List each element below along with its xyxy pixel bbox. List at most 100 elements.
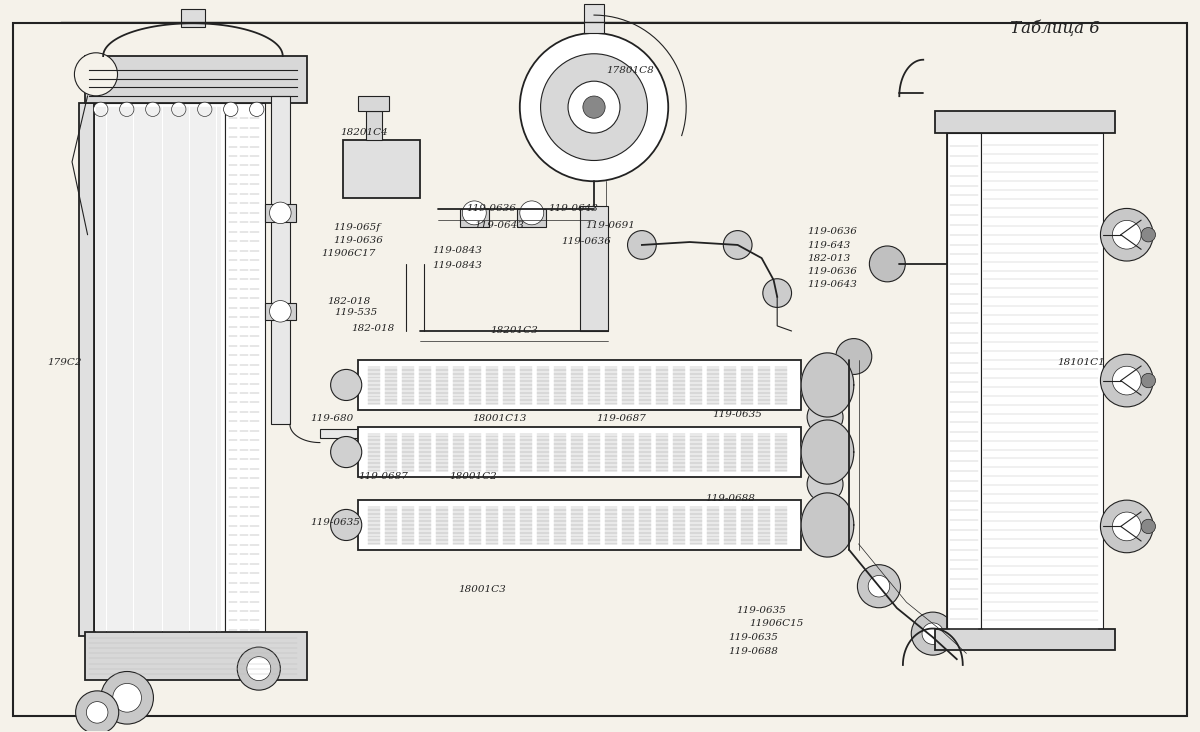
Circle shape <box>113 684 142 712</box>
Bar <box>94 103 226 636</box>
Bar <box>580 206 608 331</box>
Circle shape <box>247 657 271 681</box>
Text: 18001С2: 18001С2 <box>449 472 497 482</box>
Text: 119-680: 119-680 <box>311 414 354 423</box>
Text: 119-0636: 119-0636 <box>334 236 383 245</box>
Bar <box>947 132 1103 632</box>
Text: 179С2: 179С2 <box>47 358 82 367</box>
Circle shape <box>763 279 792 307</box>
Circle shape <box>331 509 361 540</box>
Bar <box>85 56 307 103</box>
Circle shape <box>922 623 943 644</box>
Text: 119-535: 119-535 <box>335 308 378 317</box>
Circle shape <box>568 81 620 133</box>
Bar <box>935 629 1115 651</box>
Text: 119-0643: 119-0643 <box>548 204 599 213</box>
Circle shape <box>331 370 361 400</box>
Circle shape <box>1141 519 1156 534</box>
Text: 18001С3: 18001С3 <box>458 586 506 594</box>
Circle shape <box>101 671 154 724</box>
Bar <box>947 132 980 632</box>
Circle shape <box>1141 228 1156 242</box>
Bar <box>265 204 296 222</box>
Text: 119-0636: 119-0636 <box>808 266 857 276</box>
Polygon shape <box>802 353 854 417</box>
Circle shape <box>76 691 119 732</box>
Text: 119-0687: 119-0687 <box>596 414 647 423</box>
Bar <box>226 103 265 636</box>
Circle shape <box>94 102 108 116</box>
Circle shape <box>808 466 844 502</box>
Text: 18201С3: 18201С3 <box>490 326 538 335</box>
Text: 119-0643: 119-0643 <box>474 221 524 230</box>
Text: 119-0687: 119-0687 <box>358 472 408 482</box>
Circle shape <box>869 246 905 282</box>
Bar <box>366 111 382 140</box>
Text: 18101С1: 18101С1 <box>1057 358 1105 367</box>
Circle shape <box>628 231 656 259</box>
Circle shape <box>911 612 954 655</box>
Bar <box>265 302 296 320</box>
Text: 11906С17: 11906С17 <box>322 249 376 258</box>
Bar <box>980 132 1103 632</box>
Text: 182-013: 182-013 <box>808 254 851 264</box>
Bar <box>342 140 420 198</box>
Circle shape <box>270 202 292 223</box>
Circle shape <box>331 436 361 468</box>
Text: 119-0688: 119-0688 <box>728 647 778 657</box>
Text: 119-065f: 119-065f <box>334 223 380 232</box>
Circle shape <box>74 53 118 96</box>
Polygon shape <box>802 420 854 484</box>
Circle shape <box>462 201 486 225</box>
Circle shape <box>238 647 281 690</box>
Text: 119-0688: 119-0688 <box>706 494 755 503</box>
Bar <box>358 427 802 477</box>
Circle shape <box>1100 500 1153 553</box>
Bar <box>271 96 290 425</box>
Text: 119-0691: 119-0691 <box>586 221 636 230</box>
Circle shape <box>1100 209 1153 261</box>
Circle shape <box>868 575 889 597</box>
Text: 119-0636: 119-0636 <box>562 237 612 246</box>
Circle shape <box>276 102 290 116</box>
Bar <box>79 103 94 636</box>
Text: 119-643: 119-643 <box>808 241 851 250</box>
Text: 11906С15: 11906С15 <box>750 619 804 628</box>
Circle shape <box>583 96 605 119</box>
Bar <box>935 111 1115 132</box>
Text: Таблица 6: Таблица 6 <box>1010 20 1100 37</box>
Bar <box>358 360 802 410</box>
Bar <box>517 209 546 228</box>
Polygon shape <box>802 493 854 557</box>
Text: 182-018: 182-018 <box>328 297 371 306</box>
Circle shape <box>808 399 844 435</box>
Bar <box>85 632 307 679</box>
Text: 18201С4: 18201С4 <box>341 128 388 137</box>
Text: 18001С13: 18001С13 <box>472 414 527 423</box>
Bar <box>358 500 802 550</box>
Circle shape <box>1112 366 1141 395</box>
Circle shape <box>540 53 648 160</box>
Circle shape <box>1100 354 1153 407</box>
Text: 119-0643: 119-0643 <box>808 280 857 289</box>
Text: 182-018: 182-018 <box>350 324 395 333</box>
Bar <box>320 429 391 438</box>
Text: 119-0636: 119-0636 <box>466 204 516 213</box>
Circle shape <box>120 102 134 116</box>
Bar <box>181 9 205 27</box>
Text: 119-0635: 119-0635 <box>737 606 786 615</box>
Text: 119-0636: 119-0636 <box>808 227 857 236</box>
Text: 119-0843: 119-0843 <box>432 245 482 255</box>
Circle shape <box>1112 220 1141 249</box>
Bar <box>358 96 389 111</box>
Text: 119-0635: 119-0635 <box>713 411 762 419</box>
Text: 119-0843: 119-0843 <box>432 261 482 270</box>
Circle shape <box>724 231 752 259</box>
Text: 119-0635: 119-0635 <box>311 518 360 527</box>
Circle shape <box>858 564 900 608</box>
Text: 17801С8: 17801С8 <box>606 66 654 75</box>
Circle shape <box>520 201 544 225</box>
Circle shape <box>86 701 108 723</box>
Bar <box>460 209 488 228</box>
Circle shape <box>250 102 264 116</box>
